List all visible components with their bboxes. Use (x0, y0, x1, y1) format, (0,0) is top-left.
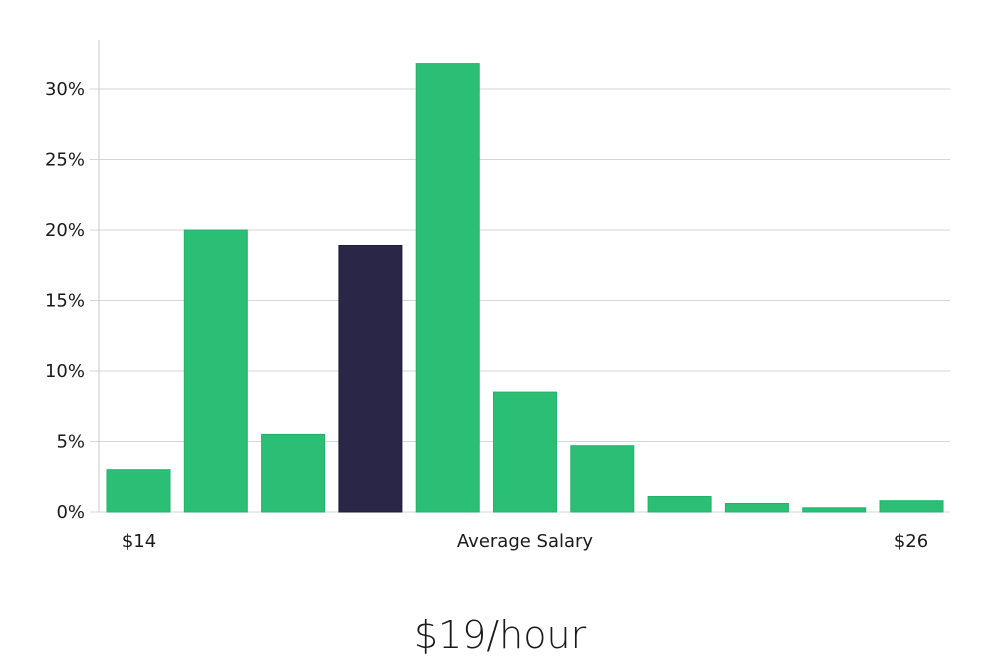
histogram-bar (570, 445, 635, 513)
histogram-bar (879, 500, 944, 513)
y-tick-label: 15% (45, 291, 85, 312)
histogram-bar (415, 63, 480, 513)
y-tick-label: 20% (45, 220, 85, 241)
histogram-bar (724, 503, 789, 513)
histogram-bar (261, 433, 326, 513)
histogram-bar (802, 507, 867, 513)
x-label-max: $26 (894, 531, 928, 552)
y-tick-label: 10% (45, 361, 85, 382)
x-axis-title: Average Salary (457, 531, 594, 552)
salary-caption: $19/hour (414, 613, 587, 657)
y-tick-labels: 0% 5% 10% 15% 20% 25% 30% (45, 79, 85, 523)
histogram-bar-highlighted (338, 245, 403, 513)
bars (106, 63, 944, 513)
histogram-bar (183, 229, 248, 513)
x-label-min: $14 (122, 531, 156, 552)
y-tick-label: 5% (56, 432, 85, 453)
histogram-bar (493, 391, 557, 513)
histogram-bar (647, 496, 712, 513)
y-tick-label: 25% (45, 150, 85, 171)
histogram-bar (106, 469, 171, 513)
y-tick-label: 0% (56, 502, 85, 523)
y-tick-label: 30% (45, 79, 85, 100)
